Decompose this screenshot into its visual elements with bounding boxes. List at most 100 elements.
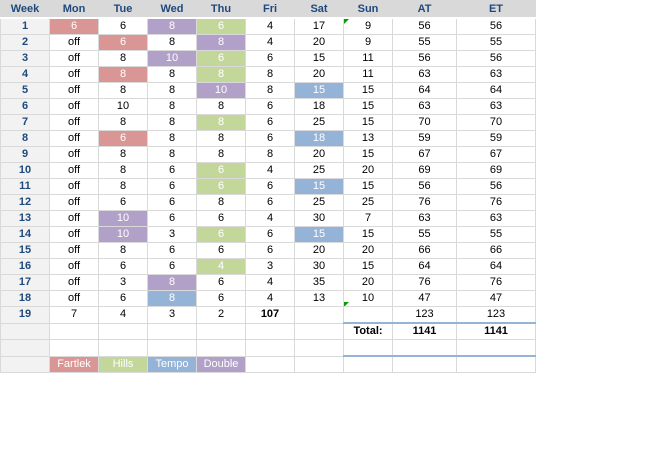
cell-et[interactable]: 64: [456, 82, 536, 99]
cell-blank[interactable]: [245, 339, 295, 357]
cell-sun[interactable]: 20: [343, 242, 393, 259]
cell-sat[interactable]: 25: [294, 162, 344, 179]
cell-wed[interactable]: 6: [147, 178, 197, 195]
cell-at[interactable]: 56: [392, 178, 457, 195]
cell-wed[interactable]: 6: [147, 258, 197, 275]
cell-thu[interactable]: 4: [196, 258, 246, 275]
cell-week-blank[interactable]: [0, 355, 50, 373]
cell-blank[interactable]: [294, 339, 344, 357]
cell-at[interactable]: 59: [392, 130, 457, 147]
cell-at[interactable]: 47: [392, 290, 457, 307]
cell-blank[interactable]: [294, 322, 344, 340]
cell-at[interactable]: 70: [392, 114, 457, 131]
cell-tue[interactable]: 6: [98, 34, 148, 51]
cell-blank[interactable]: [456, 355, 536, 373]
cell-blank[interactable]: [147, 339, 197, 357]
cell-sun[interactable]: 9: [343, 34, 393, 51]
cell-wed[interactable]: 10: [147, 50, 197, 67]
cell-blank[interactable]: [196, 339, 246, 357]
cell-blank[interactable]: [294, 355, 344, 373]
cell-mon[interactable]: off: [49, 82, 99, 99]
cell-mon[interactable]: off: [49, 162, 99, 179]
cell-mon[interactable]: off: [49, 290, 99, 307]
cell-sun[interactable]: 9: [343, 17, 393, 35]
cell-fri[interactable]: 4: [245, 290, 295, 307]
cell-week[interactable]: 10: [0, 162, 50, 179]
cell-mon[interactable]: off: [49, 66, 99, 83]
cell-week[interactable]: 14: [0, 226, 50, 243]
cell-fri[interactable]: 3: [245, 258, 295, 275]
cell-at[interactable]: 64: [392, 82, 457, 99]
cell-wed[interactable]: 3: [147, 226, 197, 243]
cell-sun[interactable]: 15: [343, 178, 393, 195]
cell-tue[interactable]: 8: [98, 114, 148, 131]
cell-mon[interactable]: off: [49, 50, 99, 67]
cell-week[interactable]: 18: [0, 290, 50, 307]
cell-at[interactable]: 69: [392, 162, 457, 179]
header-wed[interactable]: Wed: [147, 0, 197, 19]
cell-fri[interactable]: 4: [245, 34, 295, 51]
cell-thu[interactable]: 8: [196, 194, 246, 211]
cell-wed[interactable]: 6: [147, 210, 197, 227]
cell-thu[interactable]: 8: [196, 130, 246, 147]
header-mon[interactable]: Mon: [49, 0, 99, 19]
cell-tue[interactable]: 10: [98, 226, 148, 243]
cell-tue[interactable]: 8: [98, 50, 148, 67]
cell-thu[interactable]: 6: [196, 274, 246, 291]
cell-thu[interactable]: 8: [196, 66, 246, 83]
cell-week[interactable]: 15: [0, 242, 50, 259]
cell-at[interactable]: 76: [392, 274, 457, 291]
cell-blank[interactable]: [147, 322, 197, 340]
cell-thu[interactable]: 8: [196, 146, 246, 163]
cell-sat[interactable]: [294, 306, 344, 324]
cell-thu[interactable]: 8: [196, 34, 246, 51]
cell-week[interactable]: 19: [0, 306, 50, 324]
cell-thu[interactable]: 8: [196, 98, 246, 115]
cell-sun[interactable]: [343, 306, 393, 324]
cell-thu[interactable]: 10: [196, 82, 246, 99]
cell-blank[interactable]: [343, 355, 393, 373]
cell-sat[interactable]: 15: [294, 82, 344, 99]
cell-at[interactable]: 67: [392, 146, 457, 163]
cell-fri[interactable]: 6: [245, 98, 295, 115]
cell-mon[interactable]: 6: [49, 17, 99, 35]
cell-thu[interactable]: 6: [196, 162, 246, 179]
cell-week[interactable]: 1: [0, 17, 50, 35]
cell-tue[interactable]: 6: [98, 17, 148, 35]
cell-thu[interactable]: 6: [196, 178, 246, 195]
cell-et[interactable]: 59: [456, 130, 536, 147]
cell-blank[interactable]: [49, 339, 99, 357]
cell-et[interactable]: 76: [456, 194, 536, 211]
cell-sat[interactable]: 20: [294, 34, 344, 51]
cell-week[interactable]: 8: [0, 130, 50, 147]
cell-sat[interactable]: 20: [294, 66, 344, 83]
cell-sun[interactable]: 20: [343, 162, 393, 179]
cell-blank[interactable]: [456, 339, 536, 357]
cell-sat[interactable]: 17: [294, 17, 344, 35]
cell-sat[interactable]: 30: [294, 258, 344, 275]
cell-tue[interactable]: 6: [98, 290, 148, 307]
cell-tue[interactable]: 6: [98, 258, 148, 275]
cell-tue[interactable]: 8: [98, 242, 148, 259]
cell-tue[interactable]: 8: [98, 178, 148, 195]
cell-week-blank[interactable]: [0, 322, 50, 340]
cell-sun[interactable]: 20: [343, 274, 393, 291]
cell-fri[interactable]: 8: [245, 146, 295, 163]
cell-week[interactable]: 2: [0, 34, 50, 51]
cell-tue[interactable]: 3: [98, 274, 148, 291]
cell-tue[interactable]: 10: [98, 98, 148, 115]
total-at[interactable]: 1141: [392, 322, 457, 340]
cell-et[interactable]: 55: [456, 226, 536, 243]
cell-et[interactable]: 56: [456, 17, 536, 35]
cell-week[interactable]: 6: [0, 98, 50, 115]
cell-fri[interactable]: 6: [245, 226, 295, 243]
cell-fri[interactable]: 6: [245, 50, 295, 67]
cell-wed[interactable]: 6: [147, 162, 197, 179]
cell-wed[interactable]: 6: [147, 242, 197, 259]
cell-et[interactable]: 69: [456, 162, 536, 179]
cell-mon[interactable]: off: [49, 178, 99, 195]
cell-sat[interactable]: 18: [294, 130, 344, 147]
cell-mon[interactable]: 7: [49, 306, 99, 324]
cell-et[interactable]: 56: [456, 50, 536, 67]
cell-mon[interactable]: off: [49, 210, 99, 227]
